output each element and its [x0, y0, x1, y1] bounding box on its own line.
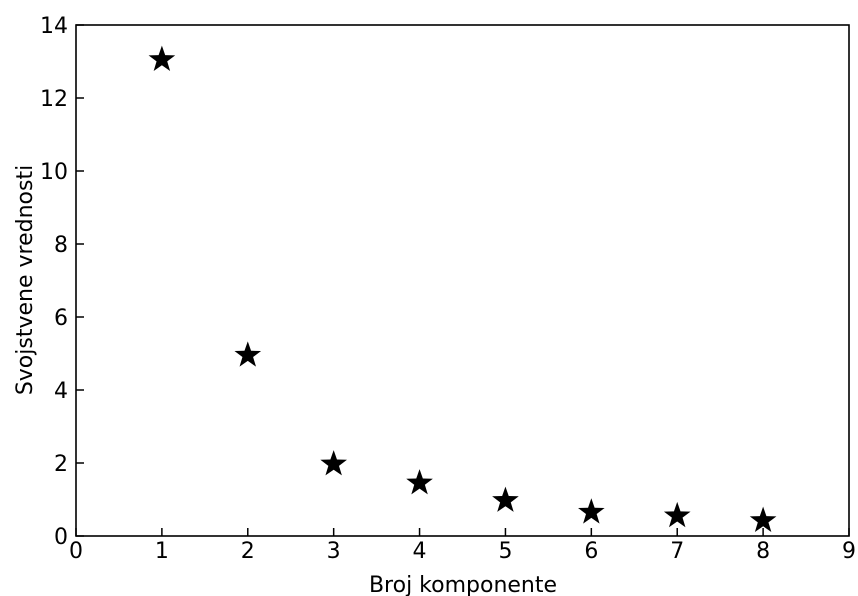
- x-tick-label: 6: [584, 539, 598, 564]
- x-tick-label: 0: [69, 539, 83, 564]
- y-tick-label: 10: [40, 160, 68, 185]
- x-tick-label: 7: [670, 539, 684, 564]
- data-point-star: [492, 486, 519, 512]
- y-tick-label: 6: [54, 306, 68, 331]
- x-tick-label: 2: [241, 539, 255, 564]
- data-point-star: [148, 45, 176, 71]
- y-tick-label: 14: [40, 14, 68, 39]
- y-tick-label: 4: [54, 379, 68, 404]
- x-tick-label: 4: [413, 539, 427, 564]
- x-tick-label: 9: [842, 539, 856, 564]
- x-tick-label: 8: [756, 539, 770, 564]
- x-axis: 0 1 2 3 4 5 6 7 8 9: [69, 528, 856, 564]
- y-axis-title: Svojstvene vrednosti: [13, 165, 38, 395]
- y-tick-label: 12: [40, 87, 68, 112]
- data-point-star: [406, 469, 433, 495]
- x-tick-label: 3: [327, 539, 341, 564]
- y-axis: 0 2 4 6 8 10 12 14: [40, 14, 84, 550]
- data-point-star: [749, 506, 777, 532]
- data-point-star: [663, 501, 691, 528]
- data-point-star: [578, 498, 605, 524]
- x-axis-title: Broj komponente: [369, 573, 557, 596]
- y-tick-label: 0: [54, 525, 68, 550]
- data-points: [148, 45, 777, 532]
- data-point-star: [320, 450, 347, 476]
- x-tick-label: 5: [498, 539, 512, 564]
- y-tick-label: 8: [54, 233, 68, 258]
- y-tick-label: 2: [54, 452, 68, 477]
- plot-frame: [75, 24, 850, 537]
- x-tick-label: 1: [155, 539, 169, 564]
- data-point-star: [234, 341, 262, 367]
